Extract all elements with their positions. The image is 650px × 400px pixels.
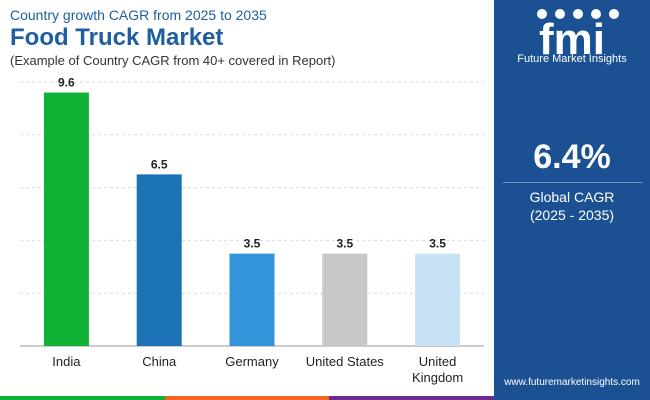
bottom-bar-segment (164, 396, 330, 400)
category-label: India (52, 354, 81, 369)
bar-chart: 9.6 6.5 3.5 3.5 3.5 India China Germany United … (20, 76, 484, 385)
value-labels: 9.6 6.5 3.5 3.5 3.5 (58, 76, 446, 251)
value-label: 3.5 (429, 237, 446, 251)
value-label: 6.5 (151, 157, 168, 171)
value-label: 9.6 (58, 76, 75, 90)
side-panel: fmi Future Market Insights 6.4% Global C… (494, 0, 650, 400)
global-cagr-label: Global CAGR (529, 189, 615, 205)
bar-united-states (322, 253, 368, 346)
bottom-bar-segment (0, 396, 165, 400)
category-label: Germany (225, 354, 279, 369)
category-label: United States (306, 354, 385, 369)
fmi-logo-icon: fmi (537, 9, 619, 64)
value-label: 3.5 (336, 237, 353, 251)
category-labels: India China Germany United States United King… (52, 354, 463, 385)
global-cagr-value: 6.4% (533, 138, 611, 176)
value-label: 3.5 (244, 237, 261, 251)
global-cagr-period: (2025 - 2035) (529, 207, 615, 223)
brand-name: Future Market Insights (517, 53, 627, 65)
chart-subtitle: Country growth CAGR from 2025 to 2035 (10, 7, 267, 23)
bar-india (43, 92, 89, 346)
category-label: China (142, 354, 177, 369)
bar-china (136, 174, 182, 346)
chart-note: (Example of Country CAGR from 40+ covere… (10, 53, 336, 68)
bottom-color-bar (0, 396, 495, 400)
bar-united-kingdom (415, 253, 461, 346)
website-link[interactable]: www.futuremarketinsights.com (504, 377, 640, 388)
chart-title: Food Truck Market (10, 24, 224, 51)
bottom-bar-segment (329, 396, 495, 400)
bars (43, 92, 461, 346)
logo-wordmark: fmi (539, 15, 605, 64)
category-label: United Kingdom (412, 354, 463, 385)
cagr-divider (503, 182, 643, 183)
chart-header: Country growth CAGR from 2025 to 2035 Fo… (10, 6, 490, 70)
bar-germany (229, 253, 275, 346)
